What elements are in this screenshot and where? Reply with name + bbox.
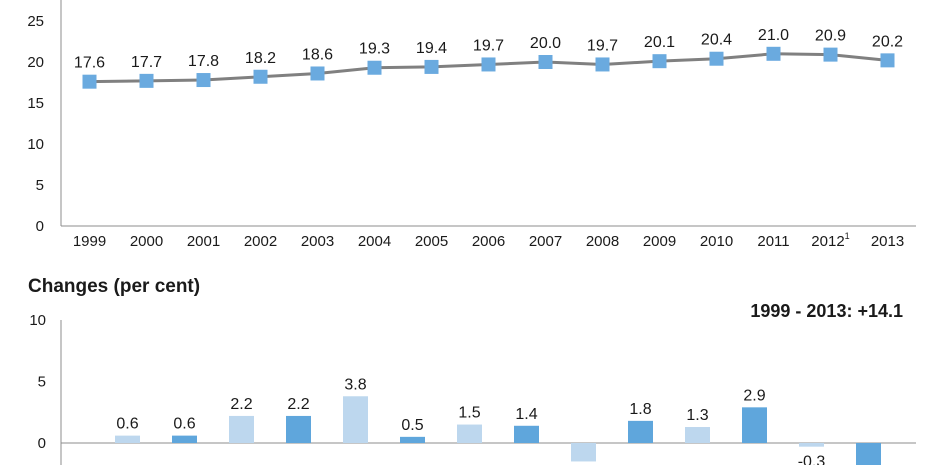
line-y-tick-label: 0 bbox=[36, 218, 44, 235]
line-marker bbox=[538, 55, 553, 69]
change-bar bbox=[514, 425, 539, 443]
change-bar bbox=[742, 407, 767, 443]
line-x-tick-label: 2007 bbox=[529, 233, 562, 250]
line-data-label: 19.4 bbox=[416, 40, 447, 57]
line-data-label: 19.7 bbox=[473, 37, 504, 54]
change-bar bbox=[799, 443, 824, 447]
bar-data-label: 2.9 bbox=[743, 387, 765, 404]
bar-data-label: -0.3 bbox=[798, 454, 826, 465]
bar-y-tick-label: 5 bbox=[38, 374, 46, 391]
line-data-label: 17.6 bbox=[74, 55, 105, 72]
footnote-marker: 1 bbox=[845, 231, 850, 241]
bar-y-tick-label: 0 bbox=[38, 435, 46, 452]
line-data-label: 21.0 bbox=[758, 27, 789, 44]
change-bar bbox=[400, 436, 425, 443]
line-data-label: 18.6 bbox=[302, 46, 333, 63]
line-marker bbox=[766, 46, 781, 61]
change-bar bbox=[571, 443, 596, 462]
line-data-label: 19.7 bbox=[587, 37, 618, 54]
line-data-label: 19.3 bbox=[359, 41, 390, 58]
line-x-tick-label: 2008 bbox=[586, 233, 619, 250]
line-y-tick-label: 5 bbox=[36, 177, 44, 194]
period-change-summary: 1999 - 2013: +14.1 bbox=[750, 301, 903, 321]
bar-chart: Changes (per cent) 1999 - 2013: +14.1 0 5 10… bbox=[28, 276, 916, 465]
line-marker bbox=[880, 53, 895, 68]
bar-data-label: 1.5 bbox=[458, 405, 480, 422]
line-marker bbox=[424, 59, 439, 74]
line-marker bbox=[196, 73, 211, 88]
line-x-tick-label: 2009 bbox=[643, 233, 676, 250]
line-x-tick-label: 2006 bbox=[472, 233, 505, 250]
bar-data-label: 3.8 bbox=[344, 376, 366, 393]
line-chart: 0 5 10 15 20 25 1999 2000 2001 2002 2003 2004 2005 20… bbox=[27, 0, 916, 250]
line-x-tick-label: 2005 bbox=[415, 233, 448, 250]
change-bar bbox=[229, 415, 254, 443]
line-x-tick-label: 1999 bbox=[73, 233, 106, 250]
bar-data-label: 1.8 bbox=[629, 401, 651, 418]
change-bar bbox=[286, 415, 311, 443]
line-x-tick-label: 2004 bbox=[358, 233, 391, 250]
line-x-tick-label: 2013 bbox=[871, 233, 904, 250]
line-y-tick-label: 25 bbox=[27, 13, 44, 30]
line-marker bbox=[310, 66, 325, 81]
line-x-tick-label: 2000 bbox=[130, 233, 163, 250]
line-marker bbox=[652, 54, 667, 69]
change-bar bbox=[115, 435, 140, 443]
line-data-label: 20.1 bbox=[644, 34, 675, 51]
line-y-tick-label: 15 bbox=[27, 95, 44, 112]
line-marker bbox=[823, 47, 838, 62]
bar-data-label: 0.6 bbox=[116, 416, 138, 433]
line-x-tick-label: 20121 bbox=[811, 231, 849, 250]
line-data-label: 17.7 bbox=[131, 54, 162, 71]
line-x-tick-label: 2001 bbox=[187, 233, 220, 250]
change-bar bbox=[628, 420, 653, 443]
line-y-tick-label: 20 bbox=[27, 54, 44, 71]
bar-data-label: 1.3 bbox=[686, 407, 708, 424]
line-marker bbox=[709, 51, 724, 66]
line-marker bbox=[253, 69, 268, 84]
line-data-label: 20.9 bbox=[815, 28, 846, 45]
line-data-label: 18.2 bbox=[245, 50, 276, 67]
line-x-tick-label: 2011 bbox=[757, 233, 789, 250]
bar-data-label: 0.6 bbox=[173, 416, 195, 433]
line-y-tick-label: 10 bbox=[27, 136, 44, 153]
line-marker bbox=[367, 60, 382, 75]
bar-data-label: 2.2 bbox=[287, 396, 309, 413]
bar-data-label: 0.5 bbox=[401, 417, 423, 434]
change-bar bbox=[685, 427, 710, 443]
line-marker bbox=[481, 57, 496, 72]
line-data-label: 20.4 bbox=[701, 32, 732, 49]
line-marker bbox=[82, 74, 97, 89]
line-data-label: 17.8 bbox=[188, 53, 219, 70]
change-bar bbox=[856, 443, 881, 465]
line-x-tick-label: 2010 bbox=[700, 233, 733, 250]
line-marker bbox=[595, 57, 610, 72]
line-data-label: 20.2 bbox=[872, 33, 903, 50]
bar-data-label: 1.4 bbox=[515, 406, 537, 423]
line-marker bbox=[139, 73, 154, 88]
line-data-label: 20.0 bbox=[530, 35, 561, 52]
change-bar bbox=[172, 435, 197, 443]
change-bar bbox=[457, 424, 482, 443]
line-x-tick-label: 2003 bbox=[301, 233, 334, 250]
bar-data-label: 2.2 bbox=[230, 396, 252, 413]
bar-y-tick-label: 10 bbox=[29, 312, 46, 329]
line-x-tick-label: 2002 bbox=[244, 233, 277, 250]
change-bar bbox=[343, 396, 368, 443]
bar-chart-title: Changes (per cent) bbox=[28, 276, 200, 297]
